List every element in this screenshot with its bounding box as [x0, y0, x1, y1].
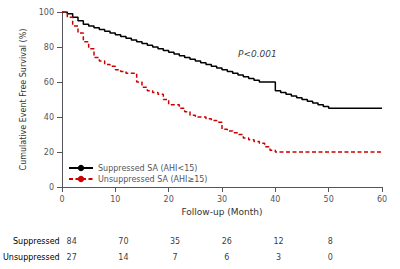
svg-text:12: 12	[273, 237, 283, 246]
svg-text:6: 6	[224, 253, 229, 262]
svg-text:Cumulative Event Free Survival: Cumulative Event Free Survival (%)	[19, 29, 28, 171]
svg-text:40: 40	[270, 195, 280, 204]
svg-text:P<0.001: P<0.001	[238, 49, 277, 59]
svg-text:26: 26	[222, 237, 232, 246]
svg-text:7: 7	[173, 253, 178, 262]
svg-text:0: 0	[59, 195, 64, 204]
svg-text:50: 50	[324, 195, 334, 204]
svg-text:14: 14	[118, 253, 128, 262]
svg-text:30: 30	[217, 195, 227, 204]
svg-text:Unsuppressed: Unsuppressed	[3, 253, 60, 262]
svg-text:0: 0	[328, 253, 333, 262]
svg-text:84: 84	[67, 237, 77, 246]
svg-text:27: 27	[67, 253, 77, 262]
svg-text:40: 40	[44, 113, 54, 122]
svg-text:20: 20	[44, 148, 54, 157]
svg-text:Suppressed SA (AHI<15): Suppressed SA (AHI<15)	[98, 164, 197, 173]
svg-text:Suppressed: Suppressed	[13, 237, 60, 246]
svg-text:10: 10	[110, 195, 120, 204]
svg-text:60: 60	[44, 78, 54, 87]
svg-text:80: 80	[44, 43, 54, 52]
svg-text:70: 70	[118, 237, 128, 246]
svg-text:Follow-up (Month): Follow-up (Month)	[182, 207, 263, 217]
svg-text:100: 100	[39, 8, 54, 17]
svg-text:60: 60	[377, 195, 387, 204]
svg-text:3: 3	[276, 253, 281, 262]
svg-text:8: 8	[328, 237, 333, 246]
svg-text:20: 20	[164, 195, 174, 204]
svg-text:35: 35	[170, 237, 180, 246]
svg-text:0: 0	[49, 183, 54, 192]
svg-text:Unsuppressed SA (AHI≥15): Unsuppressed SA (AHI≥15)	[98, 175, 207, 184]
